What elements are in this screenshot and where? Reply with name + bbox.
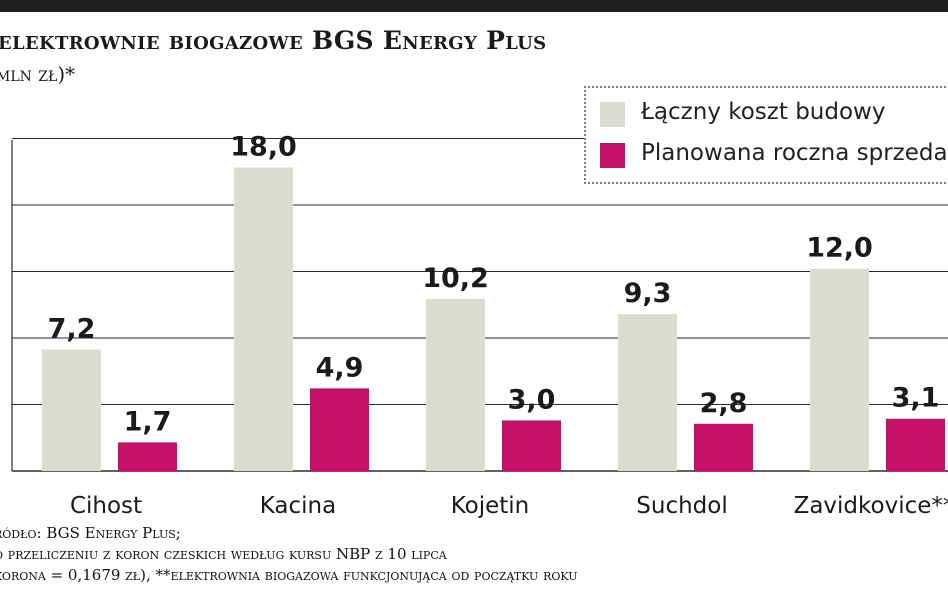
value-label-suchdol-sales: 2,8 (700, 388, 748, 419)
chart-subtitle: mln zł)* (0, 62, 76, 86)
legend: Łączny koszt budowy Planowana roczna spr… (584, 86, 948, 184)
bar-zavidkovice-cost (810, 268, 869, 471)
category-label-kacina: Kacina (260, 493, 336, 519)
value-label-zavidkovice-sales: 3,1 (892, 383, 940, 414)
value-label-suchdol-cost: 9,3 (624, 278, 672, 309)
category-label-suchdol: Suchdol (636, 493, 727, 519)
bar-zavidkovice-sales (886, 418, 945, 471)
footer-source: ródło: BGS Energy Plus; (0, 524, 181, 542)
footer-note-2: korona = 0,1679 zł), **elektrownia bioga… (0, 566, 578, 584)
legend-label-sales: Planowana roczna sprzedaż (641, 140, 948, 166)
category-label-kojetin: Kojetin (451, 493, 530, 519)
legend-label-cost: Łączny koszt budowy (641, 99, 886, 125)
bar-kacina-cost (234, 167, 293, 472)
value-label-zavidkovice-cost: 12,0 (806, 233, 873, 264)
value-label-kojetin-cost: 10,2 (422, 263, 489, 294)
value-label-kacina-sales: 4,9 (316, 352, 364, 383)
bar-kojetin-sales (502, 420, 561, 471)
value-label-cihost-cost: 7,2 (48, 314, 96, 345)
bar-kacina-sales (310, 388, 369, 471)
bar-cihost-sales (118, 442, 177, 471)
category-label-zavidkovice: Zavidkovice** (794, 493, 948, 519)
bars (42, 167, 945, 472)
value-label-cihost-sales: 1,7 (124, 406, 172, 437)
bar-cihost-cost (42, 349, 101, 471)
value-label-kojetin-sales: 3,0 (508, 384, 556, 415)
value-label-kacina-cost: 18,0 (230, 131, 297, 162)
category-labels: Cihost Kacina Kojetin Suchdol Zavidkovice** (70, 493, 948, 519)
legend-swatch-sales (600, 143, 625, 168)
top-bar (0, 0, 948, 12)
legend-swatch-cost (600, 102, 625, 127)
footer-note-1: o przeliczeniu z koron czeskich według k… (0, 545, 447, 563)
footer-notes: ródło: BGS Energy Plus; o przeliczeniu z… (0, 523, 577, 586)
bar-suchdol-cost (618, 314, 677, 471)
value-labels: 7,2 1,7 18,0 4,9 10,2 3,0 9,3 2,8 12,0 3,1 (48, 131, 940, 437)
chart-title: elektrownie biogazowe BGS Energy Plus (0, 26, 547, 55)
bar-suchdol-sales (694, 423, 753, 471)
bar-kojetin-cost (426, 298, 485, 471)
category-label-cihost: Cihost (70, 493, 142, 519)
